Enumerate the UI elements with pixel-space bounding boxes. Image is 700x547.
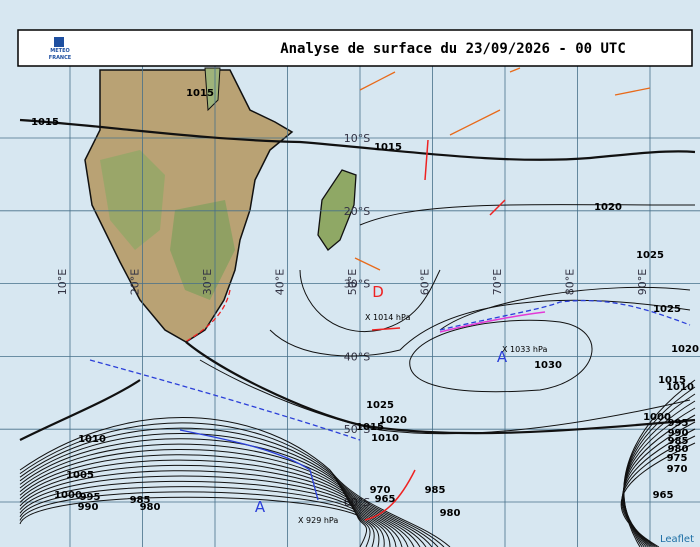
lat-label: 30°S [344,278,370,291]
lon-label: 90°E [636,269,649,295]
isobar [19,417,451,547]
lon-label: 40°E [274,269,287,295]
isobar [19,448,415,547]
lat-label: 20°S [344,205,370,218]
logo-text: METEO [50,48,69,54]
isobar-label: 1010 [666,382,694,393]
isobar-label: 980 [140,502,161,513]
lon-label: 60°E [419,269,432,295]
isobar-label: 1015 [356,422,384,433]
isobar-label: 1020 [671,344,699,355]
isobar-label: 1020 [594,202,622,213]
isobar-label: 970 [667,464,688,475]
isobar [19,464,397,547]
isobar-label: 980 [668,444,689,455]
lon-label: 80°E [564,269,577,295]
center-label: X 1014 hPa [365,313,410,322]
lon-label: 50°E [346,269,359,295]
isobar [19,459,403,547]
isobar-label: 1025 [636,250,664,261]
isobar [19,496,367,547]
isobar-label: 990 [78,502,99,513]
isobars [19,118,696,441]
isobar-label: 965 [653,490,674,501]
isobar-label: 1010 [371,433,399,444]
isobar-label: 1015 [658,375,686,386]
isobar-label: 1020 [379,415,407,426]
isobar-label: 965 [375,494,396,505]
center-symbol: A [497,348,508,366]
lon-label: 30°E [201,269,214,295]
isobar-label: 970 [370,485,391,496]
isobar [19,475,385,547]
isobar [19,427,439,547]
low-isobars [19,379,696,547]
isobar-label: 985 [130,495,151,506]
attribution[interactable]: Leaflet [660,534,694,545]
isobar [19,454,409,547]
land [84,67,357,343]
isobar [19,422,445,547]
center-label: X 929 hPa [298,516,338,525]
logo-mark [54,37,64,47]
lon-label: 20°E [129,269,142,295]
center-symbol: D [372,283,384,301]
center-label: X 1033 hPa [502,345,547,354]
isobar [19,433,433,547]
isobar-label: 1000 [643,412,671,423]
isobar [19,438,427,547]
isobar-label: 1015 [374,142,402,153]
isobar-label: 1025 [366,400,394,411]
isobar-label: 985 [668,436,689,447]
isobar [19,486,375,547]
center-symbol: A [255,498,266,516]
isobar-label: 1015 [31,117,59,128]
isobar-label: 1025 [653,304,681,315]
isobar-label: 1000 [54,490,82,501]
title-box [17,29,693,67]
isobar [19,491,371,547]
isobar-label: 995 [668,418,689,429]
isobar-labels: 1015101510151020102510251030102510201015… [31,88,699,519]
logo-text: FRANCE [49,55,72,61]
isobar-label: 995 [80,492,101,503]
isobar-label: 985 [425,485,446,496]
isobar-label: 975 [667,453,688,464]
lat-label: 40°S [344,350,370,363]
isobar-label: 1015 [186,88,214,99]
isobar [19,470,391,547]
isobar-label: 1005 [66,470,94,481]
fronts [89,67,691,521]
lon-label: 70°E [491,269,504,295]
isobar-label: 1010 [78,434,106,445]
title: Analyse de surface du 23/09/2026 - 00 UT… [280,41,626,57]
lat-label: 10°S [344,132,370,145]
isobar [19,480,380,547]
isobar [620,442,696,547]
isobar-label: 1030 [534,360,562,371]
isobar-label: 980 [440,508,461,519]
grid: 10°S20°S30°S40°S50°S60°S10°E 20°E 30°E 40°E… [0,66,700,547]
lon-label: 10°E [56,269,69,295]
isobar-label: 990 [668,428,689,439]
